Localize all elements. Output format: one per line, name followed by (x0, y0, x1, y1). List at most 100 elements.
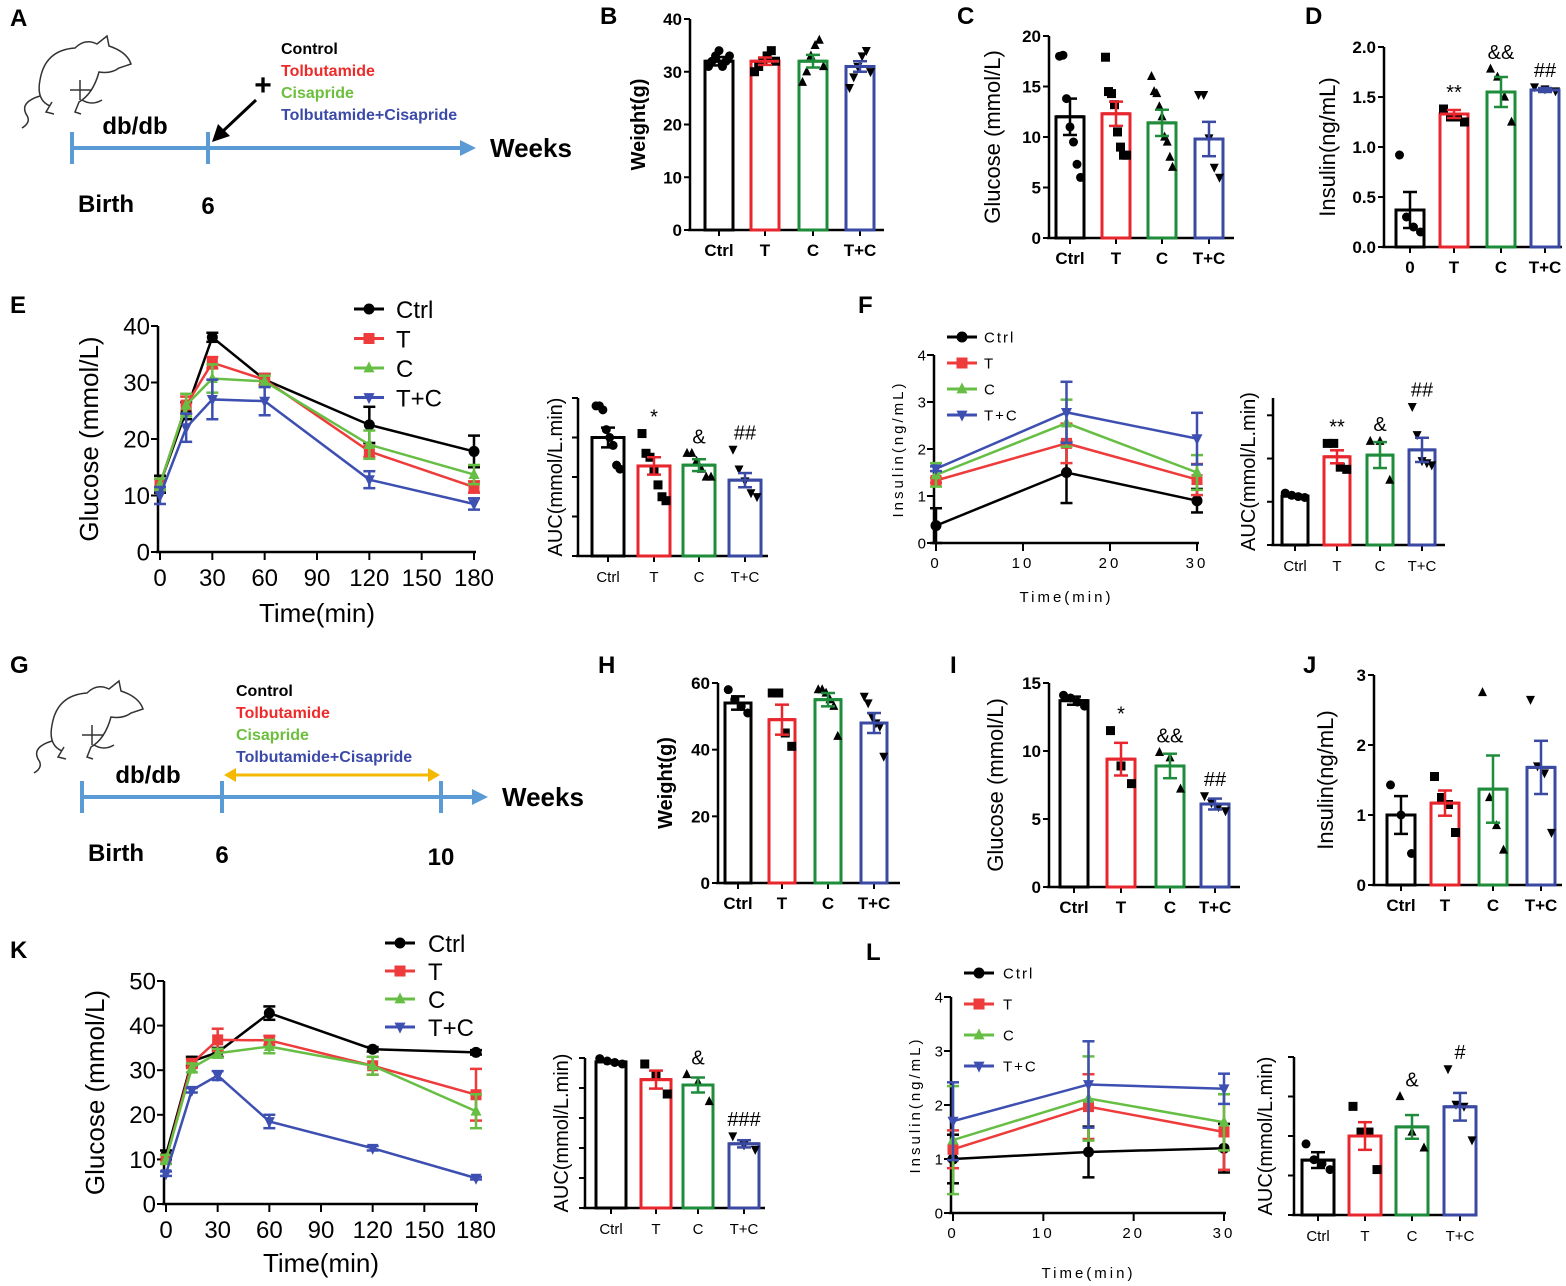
y-tick-label: 40 (129, 1013, 156, 1040)
category-label: C (694, 569, 705, 586)
data-point (1439, 104, 1448, 114)
legend-marker (973, 1061, 985, 1073)
data-point (1152, 88, 1162, 98)
data-point (206, 395, 218, 407)
bar (797, 59, 829, 232)
bar (1199, 802, 1231, 889)
data-point (706, 471, 716, 481)
category-label: Ctrl (1306, 1228, 1329, 1245)
y-tick-label: 3 (1357, 666, 1366, 685)
data-point (259, 396, 271, 408)
panel-label: J (1303, 652, 1316, 679)
data-point (752, 493, 762, 503)
x-tick-label: 0 (947, 1225, 958, 1242)
week-10-label: 10 (428, 844, 455, 871)
stage-label: db/db (102, 113, 167, 140)
panel-label: L (866, 939, 881, 966)
y-tick-label: 0 (143, 1191, 156, 1218)
y-tick-label: 0 (1357, 876, 1366, 895)
legend-marker (973, 967, 985, 979)
treatment-legend-item: Control (281, 41, 338, 58)
data-point (857, 52, 867, 62)
data-point (1155, 746, 1164, 756)
panel-label: B (600, 3, 617, 30)
bar (1105, 757, 1137, 889)
legend-label: Ctrl (984, 330, 1015, 347)
data-point (363, 419, 375, 431)
data-point (861, 47, 871, 57)
data-point (1191, 465, 1203, 477)
y-axis-label: AUC(mmol/L.min) (1255, 1057, 1277, 1216)
bar-chart-F: AUC(mmol/L.min) Ctrl T ** C & T+C ## (1238, 380, 1445, 575)
data-point (1199, 90, 1209, 100)
series-T (154, 355, 480, 494)
x-tick-label: 30 (204, 1217, 231, 1244)
y-axis-label: AUC(mmol/L.min) (1238, 392, 1260, 551)
data-point (1499, 844, 1508, 854)
significance-annotation: ** (1329, 416, 1345, 438)
data-point (1200, 792, 1209, 802)
data-point (615, 464, 625, 474)
bar-chart-L: AUC(mmol/L.min) Ctrl T C & T+C # (1255, 1042, 1478, 1245)
data-point (367, 1059, 379, 1071)
data-point (1437, 793, 1446, 802)
bar (1438, 112, 1470, 249)
bar-chart-B: 0 10 20 30 40 Weight(g) Ctrl T C T+C (628, 10, 884, 260)
x-axis-label: Time(min) (259, 598, 375, 628)
data-point (734, 465, 744, 475)
data-point (1122, 150, 1131, 160)
data-point (212, 1034, 224, 1046)
legend-label: T+C (428, 1015, 474, 1042)
data-point (1365, 435, 1375, 445)
y-axis-label: Glucose (mmol/L) (983, 698, 1008, 872)
panel-label: I (950, 652, 957, 679)
data-point (1113, 127, 1122, 137)
category-label: T+C (844, 241, 877, 260)
treatment-legend-item: Cisapride (236, 727, 309, 744)
y-tick-label: 0 (1032, 229, 1041, 248)
panel-label: A (10, 5, 27, 32)
data-point (728, 1132, 738, 1142)
bar (594, 1060, 628, 1210)
bar (681, 1083, 715, 1210)
y-tick-label: 2.0 (1352, 38, 1376, 57)
data-point (470, 1104, 482, 1116)
data-point (1526, 695, 1535, 705)
data-point (746, 489, 756, 499)
legend-marker (363, 303, 375, 315)
y-tick-label: 0.0 (1352, 238, 1376, 257)
y-tick-label: 20 (123, 426, 150, 453)
bar (1058, 699, 1090, 889)
y-tick-label: 0 (1032, 878, 1041, 897)
data-point (263, 1039, 275, 1051)
timeline-arrowhead (460, 140, 476, 156)
significance-annotation: ## (1534, 60, 1557, 82)
legend-marker (973, 998, 985, 1010)
series-C (154, 363, 480, 492)
bar-chart-K: AUC(mmol/L.min) Ctrl T C & T+C ### (551, 1048, 765, 1238)
y-tick-label: 10 (1022, 128, 1041, 147)
category-label: T+C (730, 1221, 759, 1238)
data-point (1486, 63, 1495, 73)
bar (859, 721, 889, 885)
data-point (750, 1145, 760, 1155)
y-axis-label: AUC(mmol/L.min) (551, 1054, 573, 1213)
series-T (160, 1027, 482, 1166)
data-point (206, 331, 218, 343)
panel-label: H (598, 652, 615, 679)
treatment-start-arrow (220, 98, 258, 134)
significance-annotation: ## (1411, 380, 1434, 402)
y-tick-label: 40 (663, 10, 682, 29)
category-label: C (822, 894, 834, 913)
category-label: C (807, 241, 819, 260)
y-tick-label: 0 (701, 874, 710, 893)
data-point (766, 46, 776, 56)
y-tick-label: 5 (1032, 810, 1041, 829)
mouse-icon (33, 679, 144, 774)
legend-label: Ctrl (1003, 966, 1034, 983)
y-axis-label: Weight(g) (655, 737, 677, 829)
category-label: T (1440, 896, 1451, 915)
y-tick-label: 10 (663, 168, 682, 187)
data-point (774, 688, 784, 698)
y-tick-label: 4 (935, 989, 943, 1006)
